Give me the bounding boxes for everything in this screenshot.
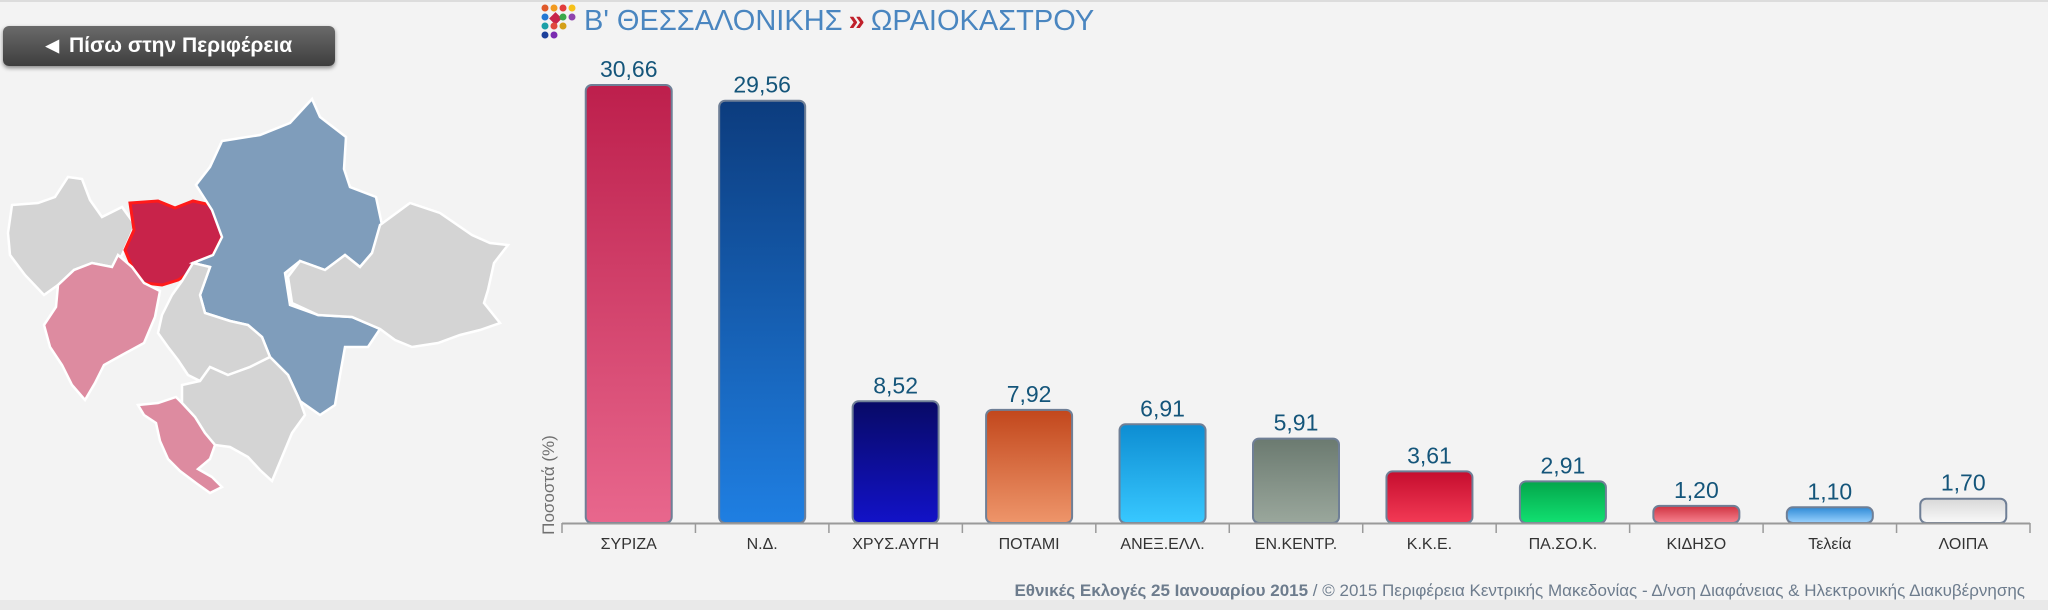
title-municipality: ΩΡΑΙΟΚΑΣΤΡΟΥ — [870, 4, 1095, 37]
footer-credit: / © 2015 Περιφέρεια Κεντρικής Μακεδονίας… — [1312, 581, 2025, 600]
x-axis: ΣΥΡΙΖΑ Ν.Δ. ΧΡΥΣ.ΑΥΓΗ ΠΟΤΑΜΙ ΑΝΕΞ.ΕΛΛ. ΕΝ.ΚΕΝ… — [561, 522, 2031, 553]
bar[interactable] — [1385, 470, 1474, 524]
bar[interactable] — [1785, 506, 1874, 524]
title-region: Β' ΘΕΣΣΑΛΟΝΙΚΗΣ — [584, 4, 843, 37]
x-tick-label: ΛΟΙΠΑ — [1939, 536, 1989, 553]
bar-value-label: 5,91 — [1274, 410, 1319, 436]
bar[interactable] — [1252, 437, 1340, 525]
bar-value-label: 6,91 — [1140, 395, 1185, 421]
bottom-strip — [0, 600, 2048, 610]
top-border — [0, 0, 2048, 2]
region-map — [6, 96, 511, 495]
x-tick-label: ΣΥΡΙΖΑ — [601, 536, 657, 553]
bar-value-label: 1,70 — [1941, 470, 1986, 496]
party-colors-logo-icon — [541, 4, 576, 39]
footer-election: Εθνικές Εκλογές 25 Ιανουαρίου 2015 — [1014, 581, 1309, 600]
x-tick-label: ΚΙΔΗΣΟ — [1667, 536, 1727, 553]
bar-value-label: 1,20 — [1674, 477, 1719, 503]
x-tick-label: ΠΟΤΑΜΙ — [999, 536, 1060, 553]
bar-value-label: 8,52 — [873, 372, 918, 398]
x-tick-label: Ν.Δ. — [747, 536, 778, 553]
x-tick-label: ΕΝ.ΚΕΝΤΡ. — [1255, 536, 1337, 553]
bar-value-label: 2,91 — [1541, 452, 1586, 478]
bar[interactable] — [1518, 480, 1607, 524]
map-area-pink-south[interactable] — [135, 395, 225, 495]
x-tick-label: ΑΝΕΞ.ΕΛΛ. — [1120, 536, 1204, 553]
bar[interactable] — [584, 84, 673, 524]
bar-value-label: 1,10 — [1807, 478, 1852, 504]
title-text: Β' ΘΕΣΣΑΛΟΝΙΚΗΣ» ΩΡΑΙΟΚΑΣΤΡΟΥ — [584, 5, 1094, 38]
map-area-west[interactable] — [6, 175, 137, 297]
x-tick-label: Κ.Κ.Ε. — [1407, 536, 1452, 553]
bar-value-label: 7,92 — [1007, 381, 1052, 407]
x-tick-label: Τελεία — [1808, 536, 1851, 553]
bar[interactable] — [851, 400, 940, 524]
page-title: Β' ΘΕΣΣΑΛΟΝΙΚΗΣ» ΩΡΑΙΟΚΑΣΤΡΟΥ — [540, 2, 1094, 40]
bar-value-label: 3,61 — [1407, 442, 1452, 468]
map-area-east[interactable] — [286, 201, 511, 349]
bar[interactable] — [985, 408, 1074, 525]
bar[interactable] — [1919, 497, 2008, 525]
bars-group — [584, 84, 2008, 525]
footer-credits: Εθνικές Εκλογές 25 Ιανουαρίου 2015 / © 2… — [1014, 581, 2025, 601]
bar-value-label: 30,66 — [600, 56, 658, 82]
back-button-label: Πίσω στην Περιφέρεια — [68, 34, 293, 57]
x-tick-label: ΠΑ.ΣΟ.Κ. — [1529, 536, 1598, 553]
value-labels-group: 30,66 29,56 8,52 7,92 6,91 5,91 3,61 2,91 1,20 1,… — [600, 56, 1986, 504]
results-bar-chart: 30,66 29,56 8,52 7,92 6,91 5,91 3,61 2,91 1,20 1,… — [540, 56, 2031, 553]
bar[interactable] — [1118, 423, 1207, 524]
y-axis-label: Ποσοστά (%) — [540, 435, 558, 535]
bar[interactable] — [1652, 504, 1741, 525]
x-tick-label: ΧΡΥΣ.ΑΥΓΗ — [852, 536, 939, 553]
back-arrow-icon: ◀ — [45, 36, 59, 55]
bar-value-label: 29,56 — [733, 72, 791, 98]
back-to-region-button[interactable]: ◀ Πίσω στην Περιφέρεια — [3, 26, 335, 66]
title-separator: » — [848, 4, 865, 37]
map-area-pink-west[interactable] — [42, 253, 162, 403]
bar[interactable] — [718, 99, 807, 524]
map-area-south[interactable] — [180, 355, 307, 484]
